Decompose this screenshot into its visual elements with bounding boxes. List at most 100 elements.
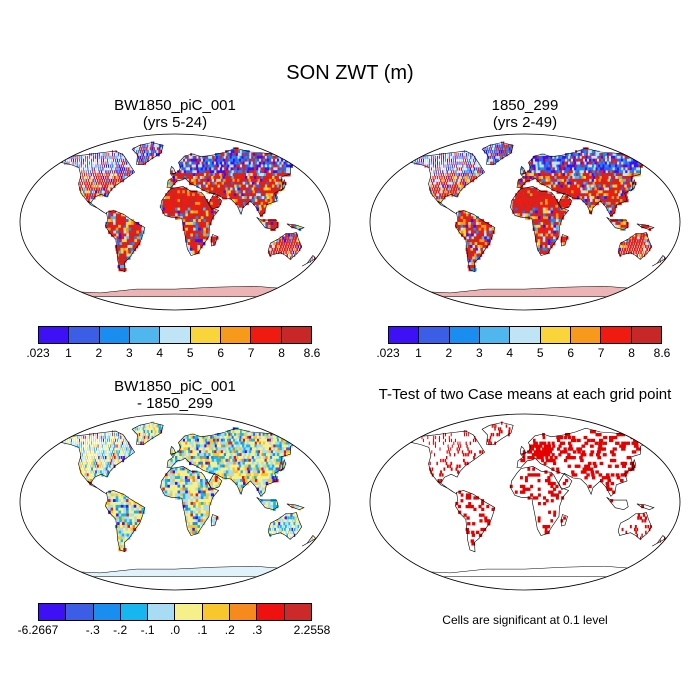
grid-cell: [194, 167, 198, 171]
grid-cell: [241, 453, 246, 457]
grid-cell: [89, 176, 91, 180]
grid-cell: [83, 458, 85, 463]
grid-cell: [576, 173, 580, 177]
grid-cell: [106, 173, 108, 177]
grid-cell: [195, 504, 199, 509]
coastline: [510, 186, 570, 256]
grid-cell: [193, 216, 196, 220]
grid-cell: [591, 167, 596, 171]
grid-cell: [242, 444, 246, 448]
grid-cell: [437, 161, 438, 165]
grid-cell: [172, 490, 176, 494]
grid-cell: [212, 201, 216, 206]
grid-cell: [132, 242, 136, 246]
grid-cell: [233, 461, 237, 466]
grid-cell: [281, 453, 286, 457]
grid-cell: [630, 242, 633, 246]
grid-cell: [229, 155, 234, 160]
grid-cell: [123, 224, 127, 229]
grid-cell: [293, 247, 296, 252]
grid-cell: [68, 438, 70, 443]
grid-cell: [232, 196, 236, 200]
grid-cell: [267, 190, 271, 194]
grid-cell: [578, 193, 583, 197]
grid-cell: [475, 167, 478, 171]
grid-cell: [545, 178, 549, 183]
grid-cell: [208, 213, 212, 217]
grid-cell: [540, 199, 543, 203]
grid-cell: [189, 444, 193, 448]
grid-cell: [543, 219, 547, 223]
grid-cell: [598, 193, 603, 197]
grid-cell: [89, 155, 90, 160]
grid-cell: [195, 161, 199, 165]
grid-cell: [230, 187, 234, 191]
grid-cell: [266, 458, 271, 463]
grid-cell: [107, 450, 109, 454]
grid-cell: [575, 187, 579, 191]
grid-cell: [572, 161, 576, 165]
grid-cell: [177, 196, 181, 200]
grid-cell: [293, 161, 299, 165]
grid-cell: [537, 239, 541, 243]
grid-cell: [147, 438, 149, 443]
grid-cell: [112, 155, 114, 160]
grid-cell: [215, 158, 219, 163]
grid-cell: [257, 450, 262, 454]
grid-cell: [192, 167, 195, 171]
grid-cell: [117, 447, 119, 451]
grid-cell: [574, 181, 578, 186]
grid-cell: [145, 435, 148, 440]
grid-cell: [99, 458, 101, 463]
grid-cell: [530, 210, 534, 214]
grid-cell: [545, 236, 549, 240]
grid-cell: [534, 196, 538, 200]
grid-cell: [277, 245, 280, 249]
grid-cell: [612, 222, 616, 226]
grid-cell: [624, 245, 627, 249]
grid-cell: [92, 170, 94, 174]
grid-cell: [545, 230, 549, 234]
grid-cell: [138, 227, 142, 231]
grid-cell: [223, 453, 228, 457]
grid-cell: [187, 161, 191, 165]
grid-cell: [215, 479, 219, 483]
grid-cell: [186, 453, 189, 457]
grid-cell: [187, 210, 191, 214]
grid-cell: [268, 504, 271, 509]
grid-cell: [95, 190, 97, 194]
grid-cell: [179, 193, 183, 197]
grid-cell: [563, 158, 567, 163]
grid-cell: [249, 461, 254, 466]
grid-cell: [470, 245, 474, 249]
grid-cell: [95, 161, 97, 165]
grid-cell: [115, 213, 119, 217]
grid-cell: [251, 450, 256, 454]
grid-cell: [424, 161, 426, 165]
grid-cell: [606, 181, 611, 186]
grid-cell: [124, 239, 128, 243]
grid-cell: [607, 190, 612, 194]
grid-cell: [189, 193, 193, 197]
grid-cell: [192, 476, 196, 480]
grid-cell: [182, 222, 186, 226]
grid-cell: [558, 222, 562, 226]
grid-cell: [110, 219, 114, 223]
grid-cell: [200, 181, 204, 186]
grid-cell: [202, 458, 206, 463]
grid-cell: [252, 470, 257, 474]
grid-cell: [236, 456, 240, 460]
grid-cell: [231, 184, 236, 188]
grid-cell: [131, 170, 134, 174]
grid-cell: [265, 201, 270, 206]
grid-cell: [545, 222, 549, 226]
grid-cell: [107, 187, 110, 191]
grid-cell: [556, 219, 559, 223]
grid-cell: [170, 473, 173, 477]
grid-cell: [265, 219, 269, 223]
grid-cell: [188, 173, 192, 177]
grid-cell: [137, 150, 140, 154]
grid-cell: [191, 458, 195, 463]
grid-cell: [190, 502, 194, 506]
grid-cell: [179, 176, 183, 180]
